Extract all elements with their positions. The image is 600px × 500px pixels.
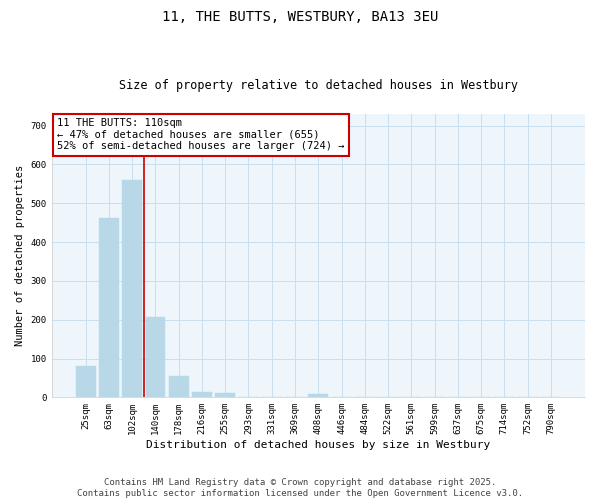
Bar [215,394,235,398]
Bar [122,180,142,398]
Bar [76,366,95,398]
X-axis label: Distribution of detached houses by size in Westbury: Distribution of detached houses by size … [146,440,490,450]
Text: Contains HM Land Registry data © Crown copyright and database right 2025.
Contai: Contains HM Land Registry data © Crown c… [77,478,523,498]
Bar [169,376,188,398]
Text: 11 THE BUTTS: 110sqm
← 47% of detached houses are smaller (655)
52% of semi-deta: 11 THE BUTTS: 110sqm ← 47% of detached h… [57,118,344,152]
Y-axis label: Number of detached properties: Number of detached properties [15,165,25,346]
Title: Size of property relative to detached houses in Westbury: Size of property relative to detached ho… [119,79,518,92]
Bar [99,218,119,398]
Text: 11, THE BUTTS, WESTBURY, BA13 3EU: 11, THE BUTTS, WESTBURY, BA13 3EU [162,10,438,24]
Bar [308,394,328,398]
Bar [146,317,166,398]
Bar [192,392,212,398]
